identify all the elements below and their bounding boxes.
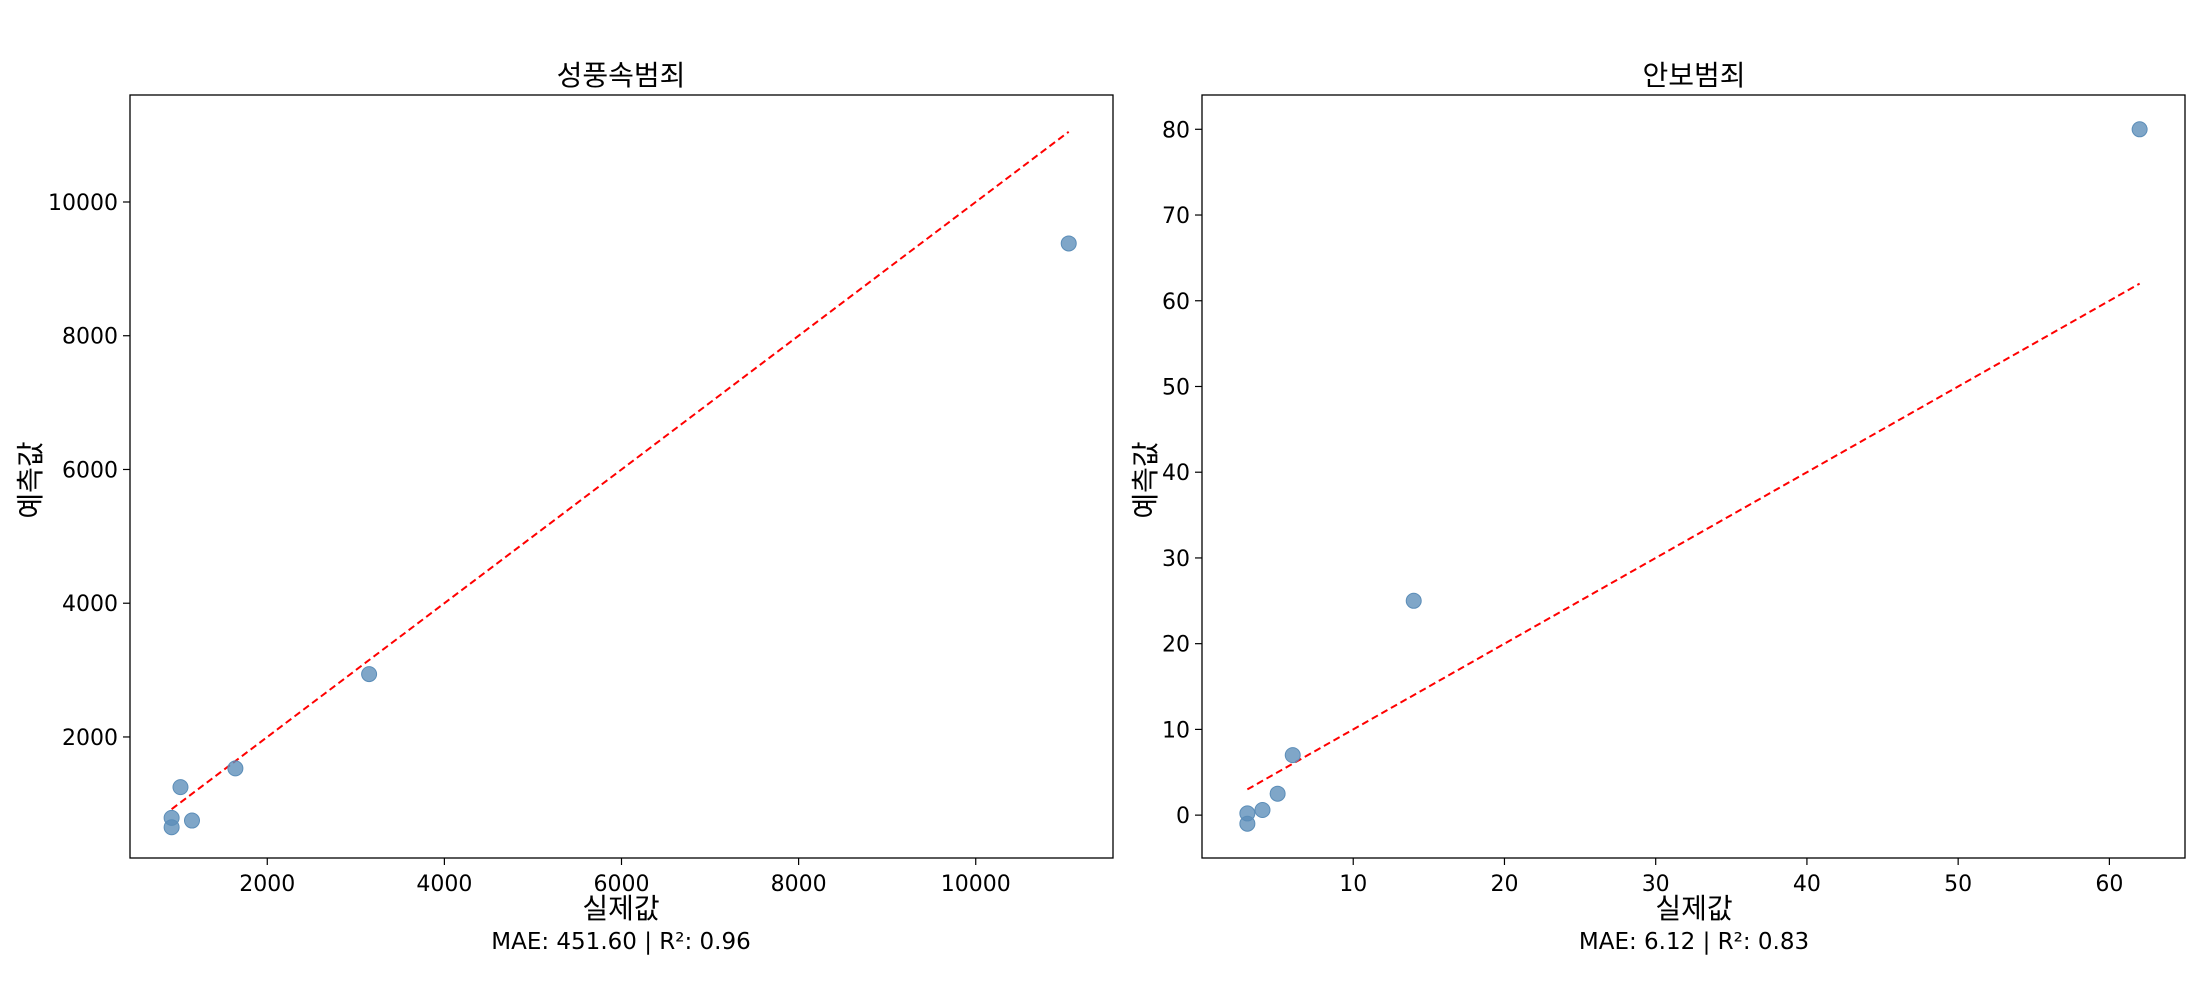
x-axis-title: 실제값 <box>1655 892 1732 925</box>
data-point <box>1269 785 1286 802</box>
y-tick-label: 6000 <box>62 458 118 483</box>
x-tick-label: 6000 <box>594 872 650 897</box>
data-point <box>1239 805 1256 822</box>
chart-panel-right: 안보범죄 예측값 실제값 MAE: 6.12 | R²: 0.83 10 20 30… <box>1129 59 2186 955</box>
plot-frame <box>129 94 1114 859</box>
data-point <box>227 760 244 777</box>
data-point <box>172 779 189 796</box>
plot-area: 2000 4000 6000 8000 10000 2000 4000 6000 8000 100… <box>48 94 1114 897</box>
y-tick-label: 70 <box>1162 204 1190 229</box>
x-tick-label: 10000 <box>941 872 1011 897</box>
y-tick-label: 10 <box>1162 718 1190 743</box>
chart-title: 안보범죄 <box>1642 59 1745 92</box>
y-tick-label: 20 <box>1162 633 1190 658</box>
x-tick-label: 30 <box>1642 872 1670 897</box>
x-tick-label: 8000 <box>771 872 827 897</box>
y-tick-label: 80 <box>1162 118 1190 143</box>
x-tick-label: 4000 <box>416 872 472 897</box>
x-tick-label: 40 <box>1793 872 1821 897</box>
y-tick-label: 0 <box>1176 804 1190 829</box>
data-point <box>1405 592 1422 609</box>
x-tick-label: 10 <box>1339 872 1367 897</box>
data-point <box>1254 801 1271 818</box>
reference-line <box>171 130 1070 810</box>
plot-frame <box>1201 94 2186 859</box>
data-point <box>163 809 180 826</box>
data-point <box>183 812 200 829</box>
y-tick-label: 40 <box>1162 461 1190 486</box>
data-point <box>1060 235 1077 252</box>
y-tick-label: 30 <box>1162 547 1190 572</box>
data-point <box>2131 121 2148 138</box>
x-tick-label: 50 <box>1944 872 1972 897</box>
y-axis-title: 예측값 <box>1129 441 1162 518</box>
y-tick-label: 10000 <box>48 191 118 216</box>
y-tick-label: 4000 <box>62 592 118 617</box>
y-tick-label: 50 <box>1162 375 1190 400</box>
x-tick-label: 60 <box>2095 872 2123 897</box>
y-tick-label: 60 <box>1162 290 1190 315</box>
y-axis-title: 예측값 <box>14 441 47 518</box>
y-tick-label: 8000 <box>62 325 118 350</box>
x-axis-title: 실제값 <box>582 892 659 925</box>
y-tick-label: 2000 <box>62 726 118 751</box>
data-point <box>1284 747 1301 764</box>
metrics-footer: MAE: 6.12 | R²: 0.83 <box>1579 929 1809 955</box>
metrics-footer: MAE: 451.60 | R²: 0.96 <box>491 929 751 955</box>
chart-title: 성풍속범죄 <box>557 59 686 92</box>
reference-line <box>1246 282 2141 791</box>
chart-panel-left: 성풍속범죄 예측값 실제값 MAE: 451.60 | R²: 0.96 200… <box>14 59 1114 955</box>
plot-area: 10 20 30 40 50 60 0 10 20 30 40 50 60 70 80 <box>1162 94 2186 897</box>
x-tick-label: 20 <box>1490 872 1518 897</box>
x-tick-label: 2000 <box>239 872 295 897</box>
data-point <box>361 666 378 683</box>
